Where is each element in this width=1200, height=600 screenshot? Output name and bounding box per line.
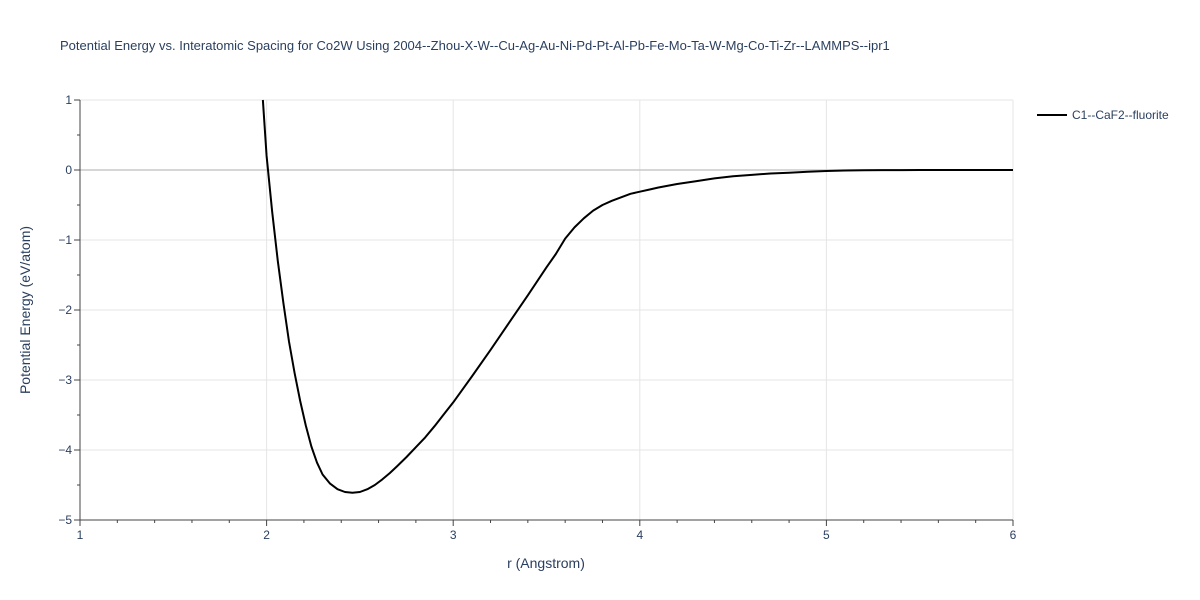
legend[interactable]: C1--CaF2--fluorite	[1037, 108, 1169, 122]
ticks: 1 2 3 4 5 6 1 0 −1 −2 −3 −4 −5	[58, 93, 1016, 542]
y-axis-title: Potential Energy (eV/atom)	[17, 226, 33, 394]
x-tick-label: 2	[263, 528, 270, 542]
x-tick-label: 5	[823, 528, 830, 542]
chart-title: Potential Energy vs. Interatomic Spacing…	[60, 38, 890, 53]
x-tick-label: 3	[450, 528, 457, 542]
x-axis-title: r (Angstrom)	[507, 555, 585, 571]
y-tick-label: −5	[58, 513, 72, 527]
grid	[80, 99, 1014, 520]
x-tick-label: 4	[636, 528, 643, 542]
y-tick-label: −4	[58, 443, 72, 457]
series-line[interactable]	[261, 99, 1013, 494]
x-tick-label: 6	[1010, 528, 1017, 542]
legend-label: C1--CaF2--fluorite	[1072, 108, 1169, 122]
y-tick-label: 1	[65, 93, 72, 107]
series-group	[261, 99, 1013, 494]
y-tick-label: −1	[58, 233, 72, 247]
y-tick-label: −3	[58, 373, 72, 387]
x-tick-label: 1	[77, 528, 84, 542]
y-tick-label: −2	[58, 303, 72, 317]
y-tick-label: 0	[65, 163, 72, 177]
